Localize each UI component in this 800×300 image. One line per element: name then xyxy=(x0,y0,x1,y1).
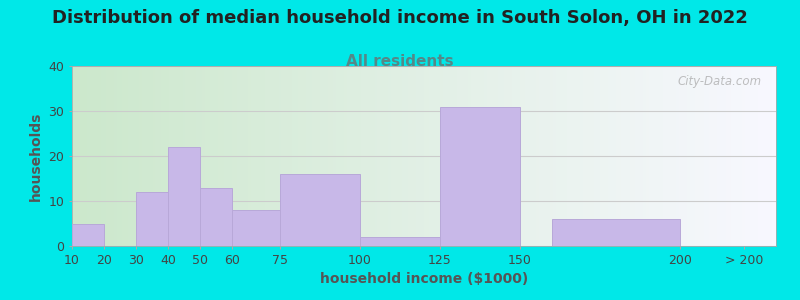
Bar xyxy=(280,174,360,246)
Bar xyxy=(552,219,680,246)
Y-axis label: households: households xyxy=(29,111,43,201)
Bar xyxy=(168,147,200,246)
Bar xyxy=(232,210,280,246)
X-axis label: household income ($1000): household income ($1000) xyxy=(320,272,528,286)
Bar xyxy=(440,106,520,246)
Bar xyxy=(200,188,232,246)
Bar xyxy=(136,192,168,246)
Text: Distribution of median household income in South Solon, OH in 2022: Distribution of median household income … xyxy=(52,9,748,27)
Text: All residents: All residents xyxy=(346,54,454,69)
Bar xyxy=(360,237,440,246)
Bar xyxy=(72,224,104,246)
Text: City-Data.com: City-Data.com xyxy=(678,75,762,88)
